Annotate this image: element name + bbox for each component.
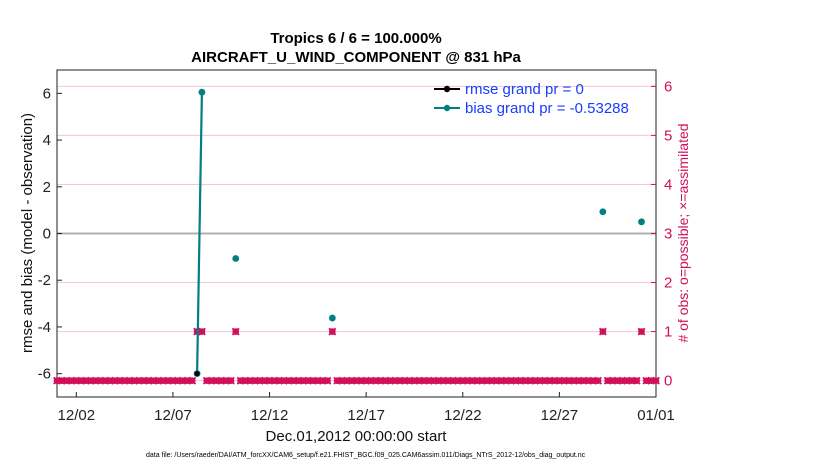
y2-tick-label: 4 xyxy=(664,176,672,193)
obs-assimilated-marker xyxy=(197,327,206,336)
legend-bias-marker xyxy=(443,104,451,112)
bias-point xyxy=(198,88,206,96)
bias-point xyxy=(638,218,645,226)
x-tick-label: 12/02 xyxy=(58,407,96,424)
y2-axis-label: # of obs: o=possible; ×=assimilated xyxy=(675,123,691,342)
bias-point xyxy=(599,208,607,216)
y2-tick-label: 2 xyxy=(664,275,672,292)
y-tick-label: 4 xyxy=(43,132,51,149)
x-tick-label: 12/27 xyxy=(541,407,579,424)
x-tick-label: 01/01 xyxy=(637,407,675,424)
y2-tick-label: 1 xyxy=(664,324,672,341)
legend-rmse-label: rmse grand pr = 0 xyxy=(465,81,584,98)
data-file-caption: data file: /Users/raeder/DAI/ATM_forcXX/… xyxy=(146,452,586,459)
obs-assimilated-marker xyxy=(594,376,602,385)
legend: rmse grand pr = 0 bias grand pr = -0.532… xyxy=(434,81,629,117)
y-tick-label: -2 xyxy=(38,272,51,289)
y2-tick-label: 3 xyxy=(664,226,672,243)
obs-assimilated-marker xyxy=(188,376,197,385)
chart-title-line1: Tropics 6 / 6 = 100.000% xyxy=(270,30,441,47)
y-tick-label: 2 xyxy=(43,179,51,196)
bias-line-segment xyxy=(195,92,204,374)
y-tick-label: -4 xyxy=(38,319,51,336)
obs-assimilated-marker xyxy=(632,376,641,385)
obs-assimilated-marker xyxy=(231,327,240,336)
rmse-point xyxy=(194,371,200,377)
legend-rmse-marker xyxy=(443,85,451,93)
y2-tick-label: 5 xyxy=(664,127,672,144)
obs-assimilated-marker xyxy=(328,327,337,336)
x-axis-label: Dec.01,2012 00:00:00 start xyxy=(266,428,448,445)
y-tick-label: 0 xyxy=(43,226,51,243)
y2-tick-label: 0 xyxy=(664,373,672,390)
x-tick-label: 12/22 xyxy=(444,407,482,424)
plot-area: -6 -4 -2 0 2 4 6 0 1 2 3 4 5 6 12/02 12/07 12/12 12/17 12/… xyxy=(38,69,675,424)
obs-assimilated-marker xyxy=(323,376,332,385)
obs-assimilated-marker xyxy=(598,327,607,336)
bias-point xyxy=(232,255,240,262)
y2-tick-label: 6 xyxy=(664,78,672,95)
x-tick-label: 12/07 xyxy=(154,407,192,424)
y-tick-label: 6 xyxy=(43,85,51,102)
y-axis-label: rmse and bias (model - observation) xyxy=(19,113,36,353)
bias-point xyxy=(328,314,336,322)
legend-bias-label: bias grand pr = -0.53288 xyxy=(465,100,629,117)
x-tick-label: 12/12 xyxy=(251,407,289,424)
obs-assimilated-marker xyxy=(226,376,235,385)
y-tick-label: -6 xyxy=(38,366,51,383)
obs-assimilated-marker xyxy=(652,376,660,385)
chart-title-line2: AIRCRAFT_U_WIND_COMPONENT @ 831 hPa xyxy=(191,49,521,66)
obs-assimilated-marker xyxy=(637,327,646,336)
x-tick-label: 12/17 xyxy=(347,407,385,424)
